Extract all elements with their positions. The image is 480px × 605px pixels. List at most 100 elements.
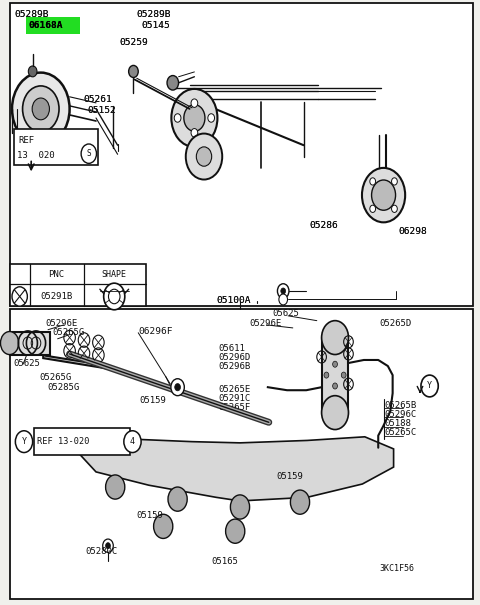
Text: 05286: 05286 bbox=[310, 221, 338, 229]
Text: 05296D: 05296D bbox=[218, 353, 251, 362]
Text: Y: Y bbox=[427, 382, 432, 390]
Circle shape bbox=[168, 487, 187, 511]
Circle shape bbox=[104, 283, 125, 310]
Circle shape bbox=[281, 288, 286, 294]
Bar bbox=[10, 3, 473, 306]
Bar bbox=[10, 332, 50, 355]
Circle shape bbox=[32, 98, 49, 120]
Bar bbox=[10, 264, 146, 306]
Text: 05159: 05159 bbox=[276, 473, 303, 481]
Circle shape bbox=[0, 332, 19, 355]
Text: 06298: 06298 bbox=[398, 227, 427, 236]
Circle shape bbox=[230, 495, 250, 519]
FancyBboxPatch shape bbox=[26, 18, 78, 33]
Circle shape bbox=[154, 514, 173, 538]
Text: 4: 4 bbox=[130, 437, 135, 446]
Circle shape bbox=[174, 114, 181, 122]
Circle shape bbox=[12, 287, 27, 306]
Circle shape bbox=[279, 294, 288, 305]
Text: 05265G: 05265G bbox=[53, 329, 85, 337]
Circle shape bbox=[322, 321, 348, 355]
Circle shape bbox=[171, 379, 184, 396]
Text: Y: Y bbox=[22, 437, 26, 446]
Text: 05625: 05625 bbox=[13, 359, 40, 367]
Bar bbox=[10, 309, 473, 599]
Text: 05188: 05188 bbox=[384, 419, 411, 428]
Text: 05261: 05261 bbox=[84, 95, 112, 103]
FancyBboxPatch shape bbox=[150, 68, 406, 295]
Text: 3KC1F56: 3KC1F56 bbox=[379, 564, 414, 573]
Circle shape bbox=[12, 73, 70, 145]
Text: 05296E: 05296E bbox=[250, 319, 282, 327]
Polygon shape bbox=[39, 425, 430, 570]
Circle shape bbox=[322, 396, 348, 430]
Circle shape bbox=[392, 205, 397, 212]
Text: 06168A: 06168A bbox=[29, 21, 63, 30]
Text: 05145: 05145 bbox=[142, 21, 170, 30]
Text: 05289B: 05289B bbox=[14, 10, 49, 19]
Circle shape bbox=[421, 375, 438, 397]
Text: 05259: 05259 bbox=[119, 39, 148, 47]
Text: 05296B: 05296B bbox=[218, 362, 251, 371]
Text: 06168A: 06168A bbox=[29, 21, 63, 30]
Text: 05265E: 05265E bbox=[218, 385, 251, 394]
Text: S: S bbox=[86, 149, 91, 158]
Text: 05152: 05152 bbox=[88, 106, 117, 114]
Text: 05296C: 05296C bbox=[384, 410, 416, 419]
Text: 05291C: 05291C bbox=[218, 394, 251, 403]
Circle shape bbox=[370, 178, 375, 185]
Circle shape bbox=[370, 205, 375, 212]
Text: 05145: 05145 bbox=[142, 21, 170, 30]
Circle shape bbox=[124, 431, 141, 453]
Text: 05291B: 05291B bbox=[40, 292, 72, 301]
Circle shape bbox=[324, 372, 329, 378]
Circle shape bbox=[226, 519, 245, 543]
Text: 05265D: 05265D bbox=[379, 319, 411, 327]
Text: 05286: 05286 bbox=[310, 221, 338, 229]
Text: 13  020: 13 020 bbox=[17, 151, 54, 160]
Bar bbox=[34, 428, 130, 455]
Text: 05100A: 05100A bbox=[216, 296, 251, 304]
Circle shape bbox=[171, 89, 217, 147]
Text: 05265C: 05265C bbox=[384, 428, 416, 437]
Circle shape bbox=[106, 475, 125, 499]
FancyBboxPatch shape bbox=[26, 17, 80, 34]
Polygon shape bbox=[79, 437, 394, 501]
Text: PNC: PNC bbox=[48, 270, 64, 279]
Text: REF: REF bbox=[18, 136, 35, 145]
Text: 05289B: 05289B bbox=[137, 10, 171, 19]
Text: 05261: 05261 bbox=[84, 95, 112, 103]
Text: 05265F: 05265F bbox=[218, 404, 251, 412]
Circle shape bbox=[167, 76, 179, 90]
Text: 05280C: 05280C bbox=[85, 548, 118, 556]
Circle shape bbox=[28, 66, 37, 77]
Circle shape bbox=[108, 289, 120, 304]
Circle shape bbox=[277, 284, 289, 298]
Text: 05625: 05625 bbox=[272, 310, 299, 318]
Text: 06296F: 06296F bbox=[138, 327, 173, 336]
Text: 05259: 05259 bbox=[119, 39, 148, 47]
Circle shape bbox=[184, 105, 205, 131]
Circle shape bbox=[81, 144, 96, 163]
Text: 05165: 05165 bbox=[211, 557, 238, 566]
Circle shape bbox=[129, 65, 138, 77]
Bar bbox=[322, 338, 348, 413]
Circle shape bbox=[333, 383, 337, 389]
Circle shape bbox=[103, 539, 113, 552]
Text: REF 13-020: REF 13-020 bbox=[37, 437, 90, 446]
Text: 05611: 05611 bbox=[218, 344, 245, 353]
Polygon shape bbox=[43, 333, 110, 369]
Text: 05285G: 05285G bbox=[47, 383, 79, 391]
Circle shape bbox=[106, 543, 110, 549]
Circle shape bbox=[191, 99, 198, 108]
Circle shape bbox=[333, 361, 337, 367]
Text: 05159: 05159 bbox=[137, 511, 164, 520]
Text: 05289B: 05289B bbox=[137, 10, 171, 19]
Text: 05265B: 05265B bbox=[384, 401, 416, 410]
Circle shape bbox=[196, 147, 212, 166]
Text: 05159: 05159 bbox=[139, 396, 166, 405]
Text: SHAPE: SHAPE bbox=[102, 270, 127, 279]
Circle shape bbox=[372, 180, 396, 211]
Text: 05296E: 05296E bbox=[46, 319, 78, 327]
Polygon shape bbox=[43, 319, 432, 437]
